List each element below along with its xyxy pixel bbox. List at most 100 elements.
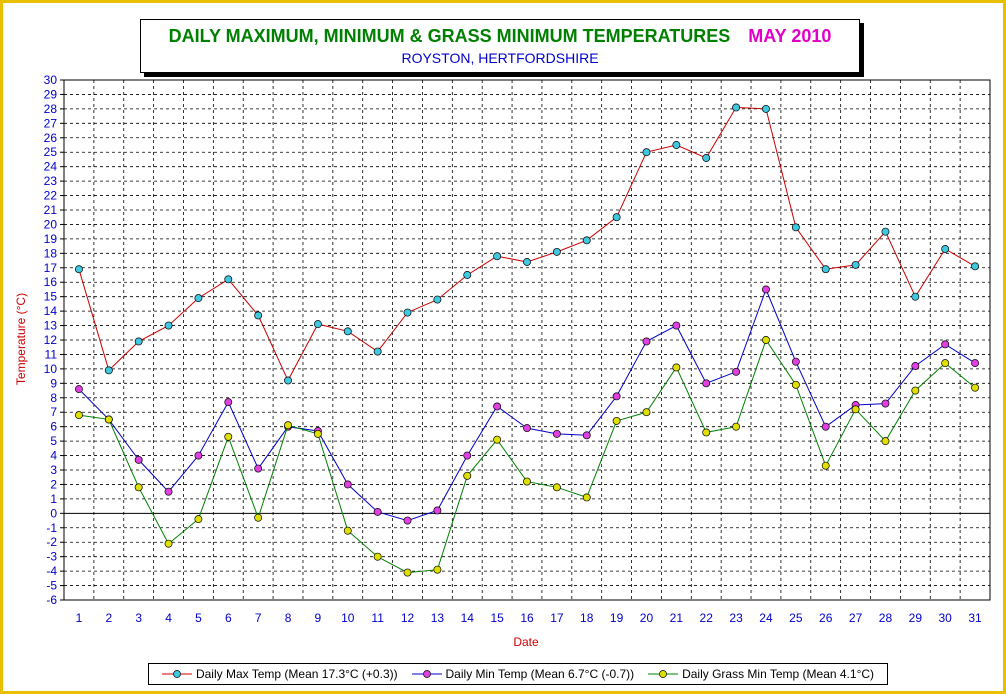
data-point xyxy=(433,565,442,574)
x-tick-label: 13 xyxy=(431,611,445,625)
y-tick-label: 23 xyxy=(44,174,58,188)
data-point xyxy=(582,431,591,440)
y-tick-label: 22 xyxy=(44,189,58,203)
y-axis-label: Temperature (°C) xyxy=(14,293,28,385)
y-tick-label: 10 xyxy=(44,362,58,376)
data-point xyxy=(134,483,143,492)
data-point xyxy=(284,376,292,385)
data-point xyxy=(881,399,890,408)
data-point xyxy=(194,451,203,460)
data-point xyxy=(493,252,502,261)
data-point xyxy=(343,526,352,535)
chart-title: DAILY MAXIMUM, MINIMUM & GRASS MINIMUM T… xyxy=(168,26,731,46)
y-tick-label: 27 xyxy=(44,116,58,130)
data-point xyxy=(373,552,382,561)
x-tick-label: 10 xyxy=(341,611,355,625)
x-tick-label: 5 xyxy=(195,611,202,625)
x-axis-ticks: 1 2 3 4 5 6 7 8 9 10 11 12 13 14 15 16 17 18 19 20 21 22 23 24 2… xyxy=(76,611,982,625)
data-point xyxy=(254,513,263,522)
x-tick-label: 3 xyxy=(135,611,142,625)
y-tick-label: 14 xyxy=(44,304,58,318)
x-tick-label: 11 xyxy=(371,611,384,625)
x-tick-label: 31 xyxy=(968,611,982,625)
x-tick-label: 27 xyxy=(849,611,863,625)
data-point xyxy=(104,366,113,375)
legend-swatch-max xyxy=(161,670,192,678)
data-point xyxy=(791,223,800,232)
y-tick-label: 24 xyxy=(44,160,58,174)
y-tick-label: 2 xyxy=(50,477,57,491)
data-point xyxy=(493,402,502,411)
x-tick-label: 18 xyxy=(580,611,594,625)
x-axis-label: Date xyxy=(513,635,539,649)
data-point xyxy=(552,429,561,438)
data-point xyxy=(762,336,770,344)
y-tick-label: 15 xyxy=(44,290,58,304)
legend-label-max: Daily Max Temp (Mean 17.3°C (+0.3)) xyxy=(195,667,398,681)
x-tick-label: 2 xyxy=(105,611,112,625)
x-tick-label: 25 xyxy=(789,611,803,625)
y-tick-label: -4 xyxy=(46,564,57,578)
data-point xyxy=(642,408,651,417)
x-tick-label: 30 xyxy=(939,611,953,625)
x-tick-label: 17 xyxy=(550,611,564,625)
x-tick-label: 14 xyxy=(461,611,475,625)
y-tick-label: -6 xyxy=(46,593,57,607)
x-tick-label: 8 xyxy=(285,611,292,625)
y-tick-label: 0 xyxy=(50,506,57,520)
data-point xyxy=(403,516,412,525)
data-point xyxy=(493,435,502,444)
data-point xyxy=(343,480,352,489)
data-point xyxy=(612,213,621,222)
x-tick-label: 22 xyxy=(700,611,714,625)
y-axis-ticks: -6-5-4-3-2-10123456789101112131415161718… xyxy=(44,73,64,607)
data-point xyxy=(582,236,591,245)
data-point xyxy=(672,321,681,330)
grid xyxy=(63,79,991,601)
y-tick-label: 19 xyxy=(44,232,58,246)
data-point xyxy=(164,487,173,496)
data-point xyxy=(881,437,890,446)
legend: Daily Max Temp (Mean 17.3°C (+0.3)) Dail… xyxy=(148,663,888,685)
y-tick-label: 6 xyxy=(50,420,57,434)
data-point xyxy=(791,380,800,389)
data-point xyxy=(224,398,233,407)
legend-swatch-min xyxy=(411,670,442,678)
data-point xyxy=(941,359,950,368)
data-point xyxy=(433,506,442,515)
data-point xyxy=(821,265,830,274)
data-point xyxy=(821,461,830,470)
x-tick-label: 12 xyxy=(401,611,415,625)
data-point xyxy=(732,103,741,112)
data-point xyxy=(582,493,591,502)
y-tick-label: -1 xyxy=(46,521,57,535)
y-tick-label: 30 xyxy=(44,73,58,87)
x-tick-label: 24 xyxy=(759,611,773,625)
y-tick-label: 4 xyxy=(50,449,57,463)
data-point xyxy=(881,227,890,236)
x-tick-label: 15 xyxy=(490,611,504,625)
y-tick-label: 12 xyxy=(44,333,58,347)
data-point xyxy=(911,292,920,301)
legend-item-min: Daily Min Temp (Mean 6.7°C (-0.7)) xyxy=(411,667,634,681)
y-tick-label: 17 xyxy=(44,261,58,275)
y-tick-label: 28 xyxy=(44,102,58,116)
y-tick-label: -5 xyxy=(46,579,57,593)
data-point xyxy=(552,247,561,256)
data-point xyxy=(254,464,263,473)
series-layer xyxy=(74,103,980,577)
data-point xyxy=(762,104,770,113)
x-tick-label: 1 xyxy=(76,611,83,625)
data-point xyxy=(104,415,113,424)
y-tick-label: 1 xyxy=(50,492,57,506)
data-point xyxy=(74,385,83,394)
x-tick-label: 20 xyxy=(640,611,654,625)
title-line: DAILY MAXIMUM, MINIMUM & GRASS MINIMUM T… xyxy=(141,26,859,47)
data-point xyxy=(911,362,920,370)
y-tick-label: 11 xyxy=(45,347,58,361)
x-tick-label: 21 xyxy=(670,611,684,625)
legend-item-grass: Daily Grass Min Temp (Mean 4.1°C) xyxy=(648,667,874,681)
y-tick-label: 29 xyxy=(44,87,58,101)
data-point xyxy=(403,568,412,577)
series-grass xyxy=(74,336,980,577)
